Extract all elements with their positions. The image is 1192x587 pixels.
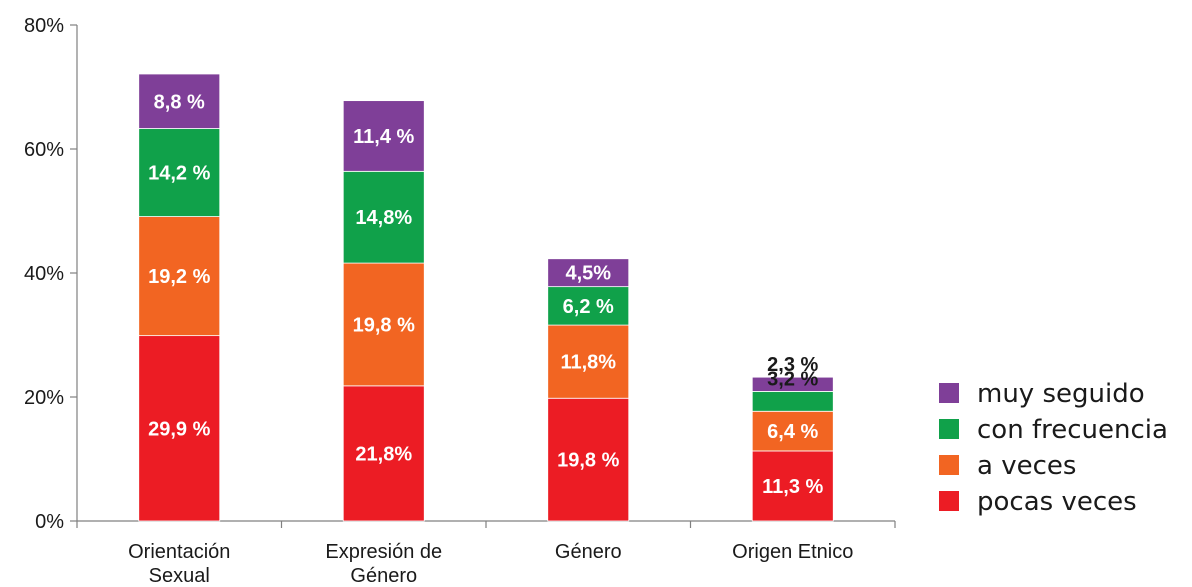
bar-segment [342, 170, 425, 264]
data-label: 29,9 % [148, 418, 210, 440]
data-label: 6,2 % [563, 296, 614, 318]
legend-swatch [939, 383, 959, 403]
bar-segment [751, 376, 834, 392]
data-label: 11,4 % [353, 126, 414, 148]
bar-segment [342, 385, 425, 522]
x-category-label: Expresión de [325, 541, 442, 563]
bar-segment [751, 391, 834, 412]
x-category-label: Género [350, 565, 417, 587]
y-tick-label: 80% [24, 15, 64, 37]
data-label: 14,2 % [148, 163, 210, 185]
data-label: 6,4 % [767, 421, 818, 443]
bar-segment [547, 258, 630, 288]
bar-segment [138, 73, 221, 129]
x-category-label: Origen Etnico [732, 541, 853, 563]
bar-segment [138, 335, 221, 522]
data-label: 4,5% [565, 263, 611, 285]
bar-segment [547, 286, 630, 326]
data-labels: 29,9 % 19,2 % 14,2 % 8,8 % 21,8% 19,8 % 14,8% 1… [148, 91, 823, 498]
bar-segment [751, 410, 834, 452]
data-label: 21,8% [355, 443, 412, 465]
bar-segment [342, 100, 425, 172]
y-tick-label: 40% [24, 263, 64, 285]
y-tick-label: 0% [35, 511, 64, 533]
data-label: 11,8% [560, 352, 616, 374]
data-label: 3,2 % [767, 368, 818, 390]
bar-segment [342, 262, 425, 387]
bar-segment [547, 324, 630, 399]
data-label: 14,8% [355, 207, 412, 229]
legend: muy seguido con frecuencia a veces pocas ve… [939, 379, 1168, 517]
legend-label: pocas veces [977, 487, 1137, 517]
bar-segment [138, 216, 221, 337]
y-tick-label: 60% [24, 139, 64, 161]
data-label: 19,8 % [353, 314, 415, 336]
legend-swatch [939, 491, 959, 511]
data-label: 19,8 % [557, 450, 619, 472]
legend-label: muy seguido [977, 379, 1145, 409]
data-label: 2,3 % [767, 354, 818, 376]
legend-label: a veces [977, 451, 1076, 481]
y-tick-label: 20% [24, 387, 64, 409]
bar-segment [547, 397, 630, 522]
x-category-label: Sexual [149, 565, 210, 587]
data-label: 11,3 % [762, 476, 823, 498]
x-category-label: Género [555, 541, 622, 563]
bars [138, 73, 834, 522]
data-label: 19,2 % [148, 266, 210, 288]
legend-swatch [939, 419, 959, 439]
legend-label: con frecuencia [977, 415, 1168, 445]
bar-segment [751, 450, 834, 522]
data-label: 8,8 % [154, 91, 205, 113]
bar-segment [138, 128, 221, 217]
legend-swatch [939, 455, 959, 475]
x-category-label: Orientación [128, 541, 230, 563]
